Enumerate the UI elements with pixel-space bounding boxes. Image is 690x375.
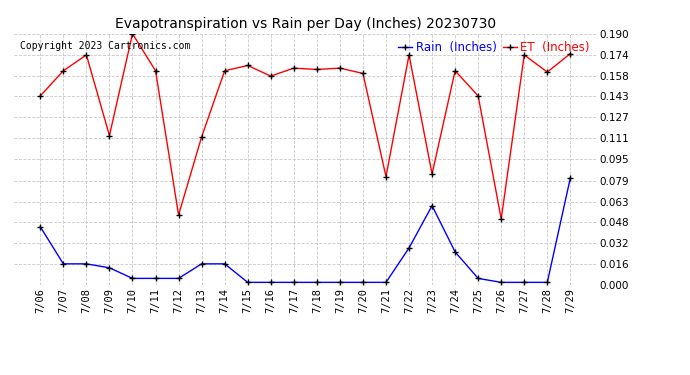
ET  (Inches) <box>128 32 137 36</box>
Rain  (Inches) <box>128 276 137 280</box>
ET  (Inches) <box>36 94 44 98</box>
Rain  (Inches) <box>566 176 575 180</box>
Rain  (Inches) <box>106 266 114 270</box>
Rain  (Inches) <box>474 276 482 280</box>
Rain  (Inches) <box>244 280 252 285</box>
ET  (Inches) <box>405 53 413 57</box>
ET  (Inches) <box>336 66 344 70</box>
Rain  (Inches) <box>221 262 229 266</box>
Rain  (Inches) <box>266 280 275 285</box>
Rain  (Inches) <box>151 276 159 280</box>
ET  (Inches) <box>221 69 229 73</box>
ET  (Inches) <box>566 51 575 56</box>
Rain  (Inches) <box>451 250 460 254</box>
Rain  (Inches) <box>197 262 206 266</box>
Rain  (Inches) <box>428 203 436 208</box>
ET  (Inches) <box>382 174 390 179</box>
ET  (Inches) <box>59 69 68 73</box>
ET  (Inches) <box>497 217 505 221</box>
Line: ET  (Inches): ET (Inches) <box>37 30 574 222</box>
ET  (Inches) <box>520 53 529 57</box>
Rain  (Inches) <box>313 280 321 285</box>
Rain  (Inches) <box>520 280 529 285</box>
ET  (Inches) <box>175 213 183 217</box>
Text: Copyright 2023 Cartronics.com: Copyright 2023 Cartronics.com <box>19 41 190 51</box>
ET  (Inches) <box>451 69 460 73</box>
Rain  (Inches) <box>543 280 551 285</box>
ET  (Inches) <box>474 94 482 98</box>
ET  (Inches) <box>359 71 367 76</box>
ET  (Inches) <box>290 66 298 70</box>
Rain  (Inches) <box>59 262 68 266</box>
Rain  (Inches) <box>497 280 505 285</box>
ET  (Inches) <box>244 63 252 68</box>
Legend: Rain  (Inches), ET  (Inches): Rain (Inches), ET (Inches) <box>397 40 591 55</box>
Rain  (Inches) <box>82 262 90 266</box>
Rain  (Inches) <box>290 280 298 285</box>
Rain  (Inches) <box>336 280 344 285</box>
Rain  (Inches) <box>359 280 367 285</box>
ET  (Inches) <box>197 135 206 139</box>
ET  (Inches) <box>106 134 114 138</box>
ET  (Inches) <box>151 69 159 73</box>
Rain  (Inches) <box>405 246 413 250</box>
ET  (Inches) <box>313 67 321 72</box>
ET  (Inches) <box>543 70 551 74</box>
Rain  (Inches) <box>382 280 390 285</box>
Rain  (Inches) <box>36 225 44 229</box>
ET  (Inches) <box>82 53 90 57</box>
Line: Rain  (Inches): Rain (Inches) <box>37 174 574 286</box>
Rain  (Inches) <box>175 276 183 280</box>
ET  (Inches) <box>428 172 436 176</box>
ET  (Inches) <box>266 74 275 78</box>
Title: Evapotranspiration vs Rain per Day (Inches) 20230730: Evapotranspiration vs Rain per Day (Inch… <box>115 17 496 31</box>
